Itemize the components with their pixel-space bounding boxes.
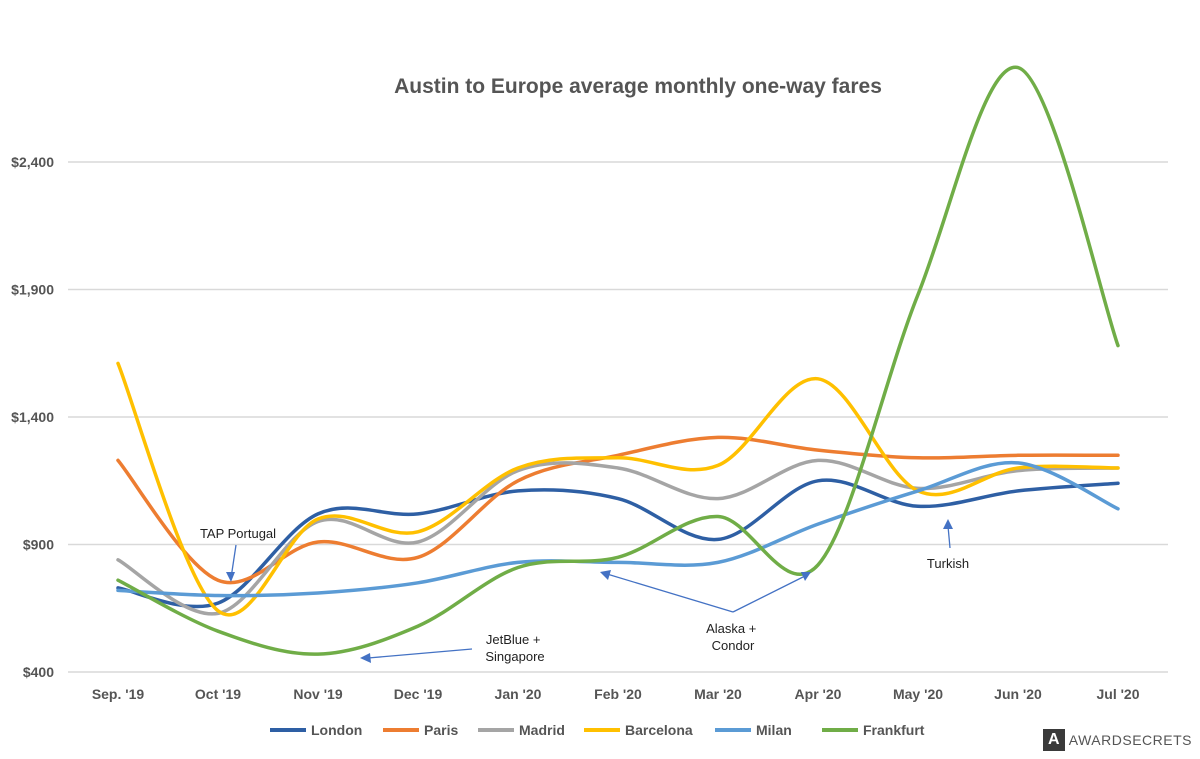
legend-label-frankfurt: Frankfurt	[863, 722, 925, 738]
annotation-arrow	[367, 648, 473, 659]
series-line-frankfurt	[116, 65, 1120, 656]
x-tick-label: Jan '20	[495, 686, 542, 702]
y-tick-label: $2,400	[11, 154, 54, 170]
x-axis-ticks: Sep. '19 Oct '19 Nov '19 Dec '19 Jan '20 Feb …	[92, 686, 1140, 702]
series-line-london	[116, 478, 1120, 609]
x-tick-label: Jun '20	[994, 686, 1042, 702]
annotation-arrow	[732, 575, 806, 613]
x-tick-label: Nov '19	[293, 686, 342, 702]
x-tick-label: Oct '19	[195, 686, 241, 702]
chart-title: Austin to Europe average monthly one-way…	[394, 75, 882, 98]
x-tick-label: May '20	[893, 686, 943, 702]
series-line-milan	[116, 460, 1120, 598]
series-line-barcelona	[116, 361, 1120, 617]
y-tick-label: $400	[23, 664, 54, 680]
y-tick-label: $1,900	[11, 282, 54, 298]
legend-label-milan: Milan	[756, 722, 792, 738]
annotation-tap-portugal: TAP Portugal	[200, 526, 276, 541]
x-tick-label: Feb '20	[594, 686, 642, 702]
brand-logo: A AWARDSECRETS	[1042, 729, 1192, 751]
gridlines	[68, 161, 1168, 673]
x-tick-label: Sep. '19	[92, 686, 145, 702]
y-tick-label: $900	[23, 537, 54, 553]
series-line-madrid	[116, 458, 1120, 616]
arrowhead	[360, 653, 371, 663]
annotation-arrow	[947, 525, 951, 549]
brand-text: AWARDSECRETS	[1068, 732, 1192, 748]
annotations: TAP Portugal JetBlue + Singapore Alaska …	[200, 519, 969, 664]
annotation-jetblue-singapore: JetBlue + Singapore	[485, 632, 544, 664]
legend: London Paris Madrid Barcelona Milan Frankfurt	[270, 722, 925, 738]
x-tick-label: Dec '19	[394, 686, 443, 702]
arrowhead	[226, 572, 235, 582]
x-tick-label: Mar '20	[694, 686, 742, 702]
annotation-alaska-condor: Alaska + Condor	[706, 621, 760, 653]
arrowhead	[600, 570, 611, 580]
x-tick-label: Jul '20	[1096, 686, 1139, 702]
series-lines	[116, 65, 1120, 656]
y-axis-ticks: $400 $900 $1,400 $1,900 $2,400	[11, 154, 54, 680]
legend-label-london: London	[311, 722, 362, 738]
legend-label-madrid: Madrid	[519, 722, 565, 738]
arrowhead	[943, 519, 953, 529]
legend-label-barcelona: Barcelona	[625, 722, 693, 738]
brand-mark-icon: A	[1042, 729, 1065, 751]
legend-label-paris: Paris	[424, 722, 458, 738]
x-tick-label: Apr '20	[795, 686, 842, 702]
arrowhead	[801, 572, 811, 581]
annotation-turkish: Turkish	[927, 556, 969, 571]
annotation-arrow	[606, 573, 734, 613]
y-tick-label: $1,400	[11, 409, 54, 425]
